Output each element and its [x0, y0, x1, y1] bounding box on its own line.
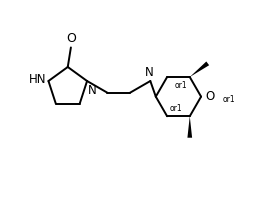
Text: N: N — [144, 66, 153, 79]
Text: HN: HN — [29, 73, 46, 86]
Polygon shape — [187, 116, 192, 138]
Text: N: N — [88, 84, 97, 97]
Text: or1: or1 — [169, 104, 182, 113]
Polygon shape — [190, 62, 209, 77]
Text: or1: or1 — [175, 81, 188, 90]
Text: O: O — [206, 90, 215, 103]
Text: O: O — [66, 32, 76, 45]
Text: or1: or1 — [223, 94, 235, 104]
